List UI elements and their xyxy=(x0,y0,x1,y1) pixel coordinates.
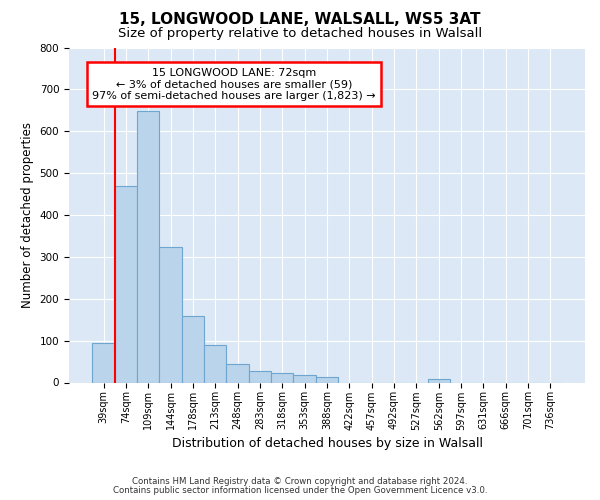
Bar xyxy=(271,374,293,382)
Text: Contains HM Land Registry data © Crown copyright and database right 2024.: Contains HM Land Registry data © Crown c… xyxy=(132,477,468,486)
X-axis label: Distribution of detached houses by size in Walsall: Distribution of detached houses by size … xyxy=(172,436,482,450)
Bar xyxy=(137,111,160,382)
Y-axis label: Number of detached properties: Number of detached properties xyxy=(21,122,34,308)
Bar xyxy=(182,316,204,382)
Bar xyxy=(204,345,226,383)
Text: Size of property relative to detached houses in Walsall: Size of property relative to detached ho… xyxy=(118,28,482,40)
Bar xyxy=(92,342,115,382)
Text: Contains public sector information licensed under the Open Government Licence v3: Contains public sector information licen… xyxy=(113,486,487,495)
Bar xyxy=(160,247,182,382)
Text: 15, LONGWOOD LANE, WALSALL, WS5 3AT: 15, LONGWOOD LANE, WALSALL, WS5 3AT xyxy=(119,12,481,28)
Bar xyxy=(428,379,450,382)
Bar xyxy=(226,364,249,382)
Bar xyxy=(293,376,316,382)
Bar xyxy=(316,378,338,382)
Bar xyxy=(249,371,271,382)
Bar xyxy=(115,186,137,382)
Text: 15 LONGWOOD LANE: 72sqm
← 3% of detached houses are smaller (59)
97% of semi-det: 15 LONGWOOD LANE: 72sqm ← 3% of detached… xyxy=(92,68,376,101)
